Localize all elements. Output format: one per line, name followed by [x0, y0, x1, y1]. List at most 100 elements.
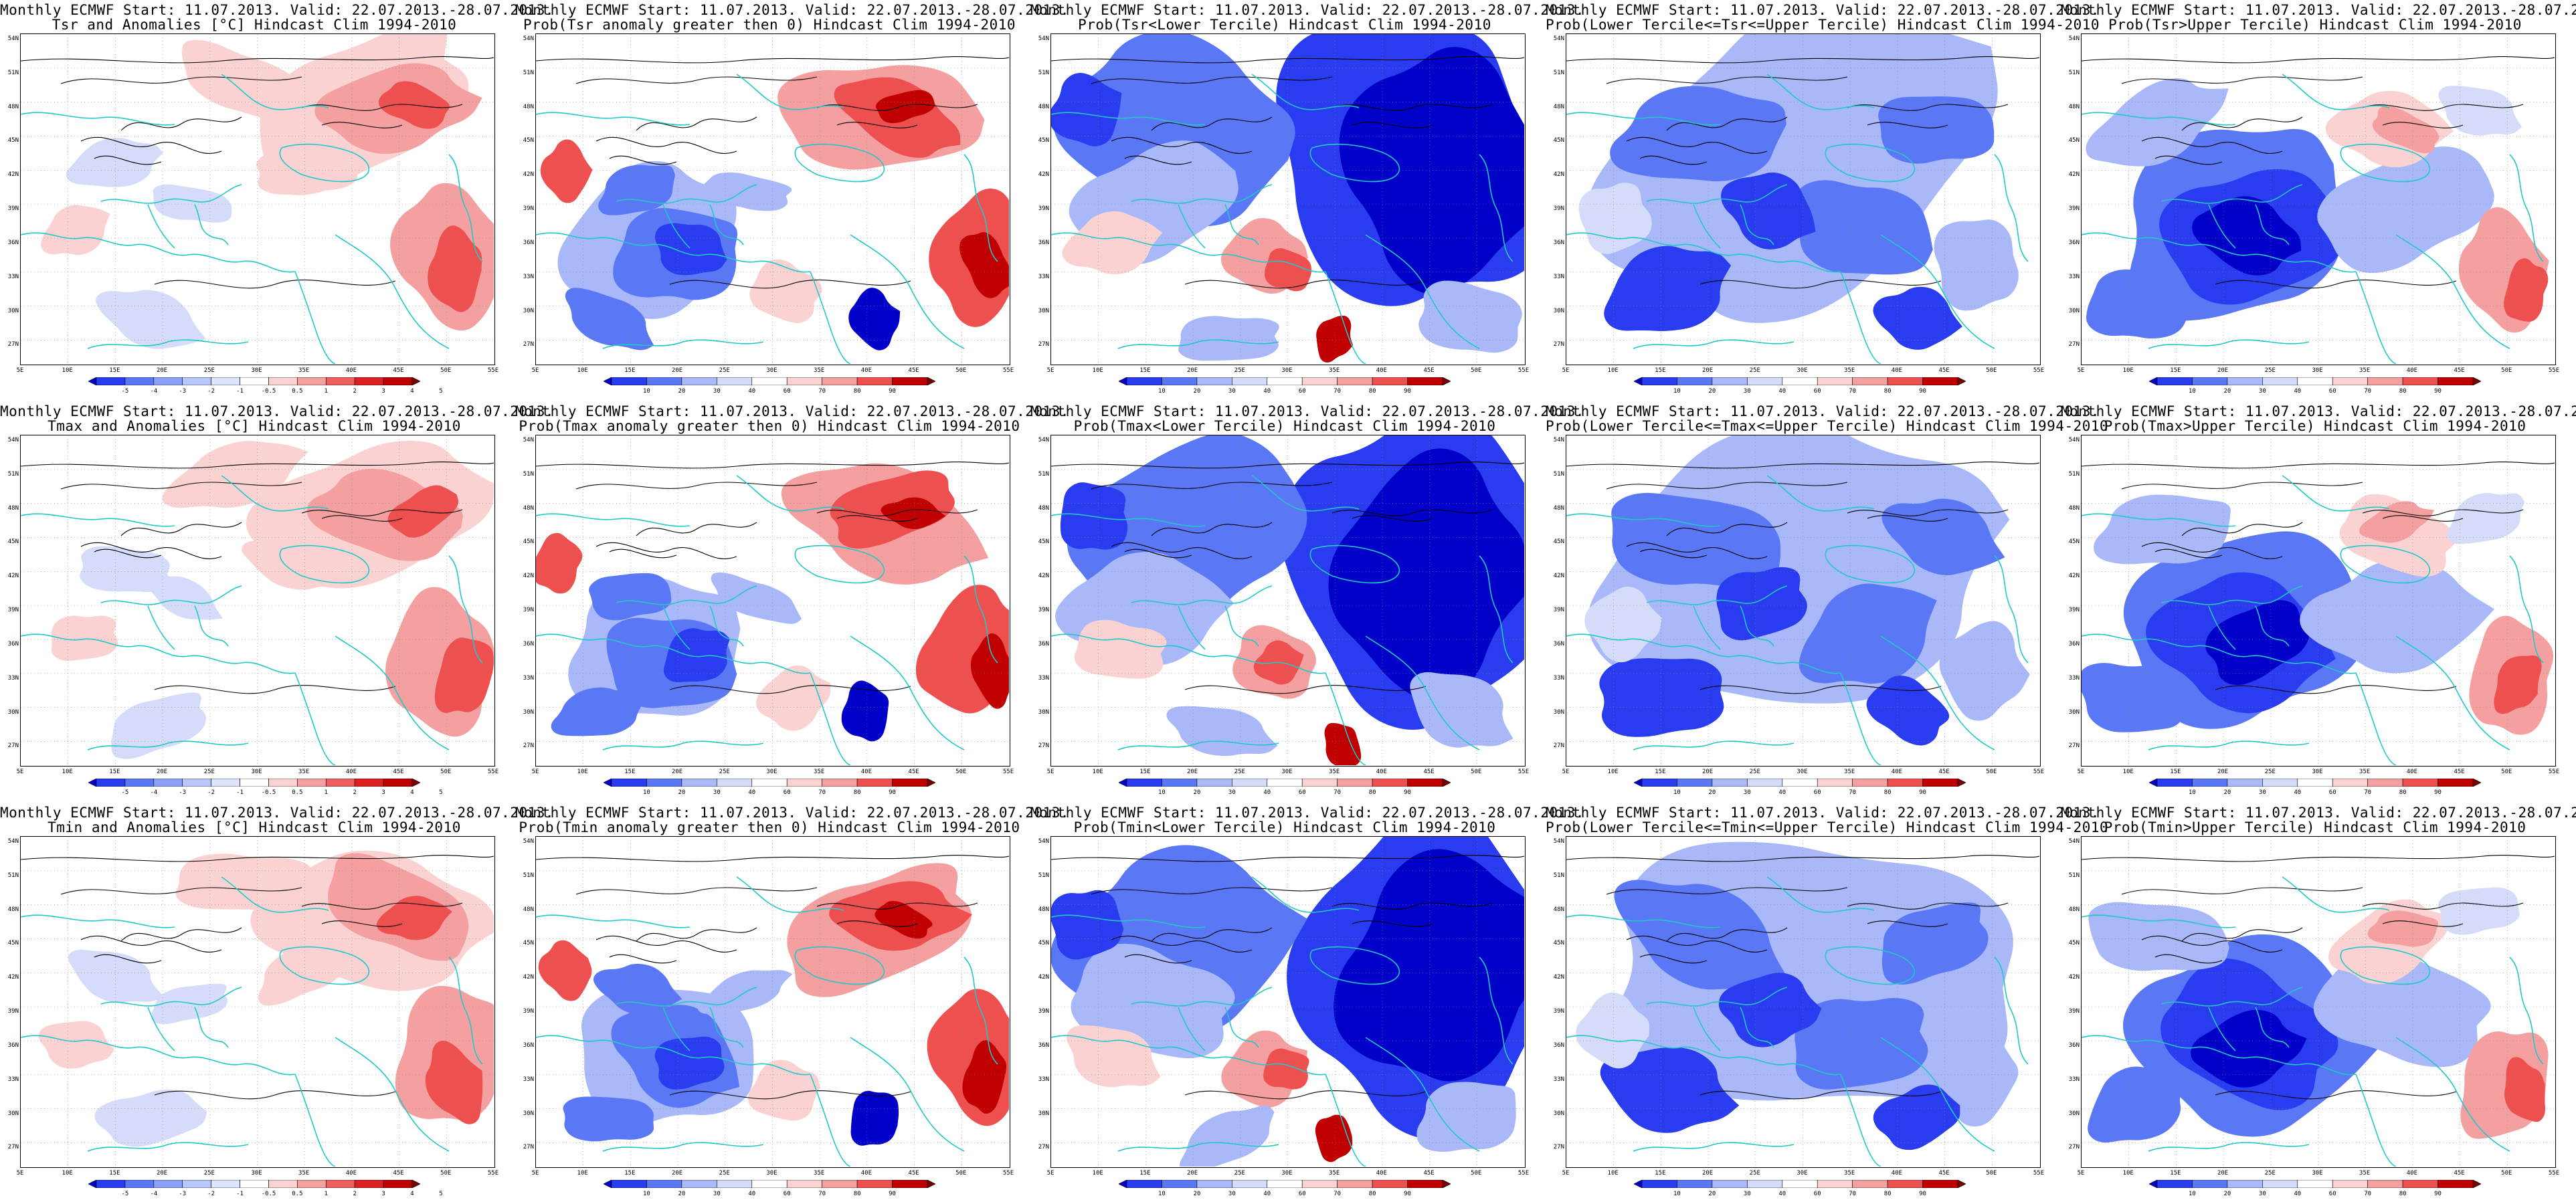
longitude-label: 35E: [2359, 1170, 2371, 1177]
colorbar-swatch: [297, 377, 327, 385]
map-area[interactable]: [535, 435, 1010, 767]
longitude-label: 25E: [1749, 1170, 1760, 1177]
colorbar-arrow-right: [927, 1180, 935, 1188]
colorbar-swatch: [1407, 377, 1443, 385]
field-region: [2437, 887, 2520, 935]
isotherm-contour: [1352, 122, 1433, 128]
latitude-label: 39N: [2068, 607, 2080, 614]
coastline: [2355, 271, 2397, 364]
longitude-label: 10E: [1607, 769, 1619, 775]
isotherm-contour: [2121, 76, 2363, 84]
colorbar-label: 10: [643, 388, 650, 395]
colorbar-swatch: [1372, 779, 1408, 787]
field-region: [1873, 286, 1962, 350]
longitude-label: 10E: [577, 1170, 588, 1177]
shaded-field: [1576, 841, 2019, 1150]
latitude-label: 27N: [523, 1144, 534, 1151]
colorbar-label: 4: [410, 1191, 414, 1197]
colorbar-arrow-left: [1119, 1180, 1127, 1188]
map-area[interactable]: [1050, 33, 1526, 365]
colorbar-arrow-left: [88, 779, 97, 787]
colorbar: [88, 377, 420, 385]
longitude-label: 15E: [109, 769, 120, 775]
coastline: [2082, 1035, 2357, 1076]
map-area[interactable]: [2081, 435, 2556, 767]
longitude-label: 15E: [2170, 1170, 2181, 1177]
isotherm-contour: [154, 1090, 396, 1100]
field-region: [425, 1040, 483, 1124]
field-region: [2094, 494, 2231, 565]
map-area[interactable]: [1566, 33, 2041, 365]
isotherm-contour: [2362, 902, 2524, 910]
map-area[interactable]: [2081, 33, 2556, 365]
longitude-label: 40E: [860, 1170, 872, 1177]
colorbar-label: -3: [179, 1191, 187, 1197]
map-area[interactable]: [2081, 836, 2556, 1168]
coastline: [21, 1035, 296, 1076]
coastline: [2395, 234, 2510, 349]
colorbar-swatch: [786, 779, 822, 787]
colorbar-label: 5: [439, 1191, 443, 1197]
latitude-label: 42N: [1038, 573, 1049, 580]
longitude-label: 5E: [531, 769, 539, 775]
isotherm-contour: [1124, 155, 1192, 165]
map-area[interactable]: [20, 33, 495, 365]
colorbar-label: 5: [439, 388, 443, 395]
panel-title-line2: Prob(Tmax>Upper Tercile) Hindcast Clim 1…: [2104, 418, 2526, 434]
coastline: [1309, 143, 1400, 183]
field-region: [1599, 658, 1724, 737]
colorbar-swatch: [751, 377, 788, 385]
colorbar-swatch: [2367, 377, 2403, 385]
colorbar-swatch: [2437, 779, 2474, 787]
latitude-label: 51N: [523, 470, 534, 478]
isotherm-contour: [60, 887, 302, 895]
latitude-label: 42N: [1553, 573, 1564, 580]
isotherm-contour: [1331, 104, 1493, 111]
field-region: [428, 225, 482, 312]
longitude-label: 15E: [1139, 769, 1151, 775]
map-area[interactable]: [1050, 435, 1526, 767]
colorbar-swatch: [1196, 1180, 1232, 1188]
coastline: [294, 271, 336, 364]
map-area[interactable]: [1050, 836, 1526, 1168]
coastline: [2255, 204, 2290, 245]
latitude-label: 33N: [1553, 273, 1564, 280]
longitude-label: 30E: [1281, 1170, 1293, 1177]
map-area[interactable]: [1566, 836, 2041, 1168]
colorbar-label: -0.5: [261, 1191, 276, 1197]
colorbar-swatch: [856, 377, 893, 385]
colorbar-graphic: [2149, 779, 2481, 787]
colorbar-swatch: [354, 1180, 384, 1188]
longitude-label: 10E: [1092, 769, 1103, 775]
coastline: [1325, 271, 1366, 364]
field-region: [1881, 902, 1989, 985]
map-area[interactable]: [20, 435, 495, 767]
longitude-label: 10E: [62, 1170, 73, 1177]
colorbar-swatch: [1407, 1180, 1443, 1188]
colorbar-label: 80: [1368, 1191, 1376, 1197]
isotherm-contour: [1184, 280, 1427, 289]
colorbar-label: 1: [324, 789, 328, 796]
coastline: [1840, 271, 1881, 364]
colorbar-label: 90: [889, 388, 896, 395]
map-area[interactable]: [535, 33, 1010, 365]
isotherm-contour: [2382, 920, 2464, 927]
longitude-label: 20E: [156, 769, 168, 775]
map-area[interactable]: [20, 836, 495, 1168]
field-region: [1614, 880, 1789, 990]
colorbar-label: -3: [179, 789, 187, 796]
colorbar-label: 80: [1368, 388, 1376, 395]
field-region: [2082, 663, 2187, 732]
field-region: [1795, 998, 1928, 1090]
isotherm-contour: [836, 122, 918, 128]
field-region: [1333, 849, 1524, 1082]
colorbar-swatch: [240, 779, 269, 787]
isotherm-contour: [301, 104, 463, 111]
field-region: [1799, 583, 1937, 684]
colorbar-swatch: [786, 1180, 822, 1188]
isotherm-contour: [301, 509, 463, 516]
map-area[interactable]: [1566, 435, 2041, 767]
map-area[interactable]: [535, 836, 1010, 1168]
longitude-label: 30E: [1281, 769, 1293, 775]
field-region: [2086, 78, 2229, 167]
